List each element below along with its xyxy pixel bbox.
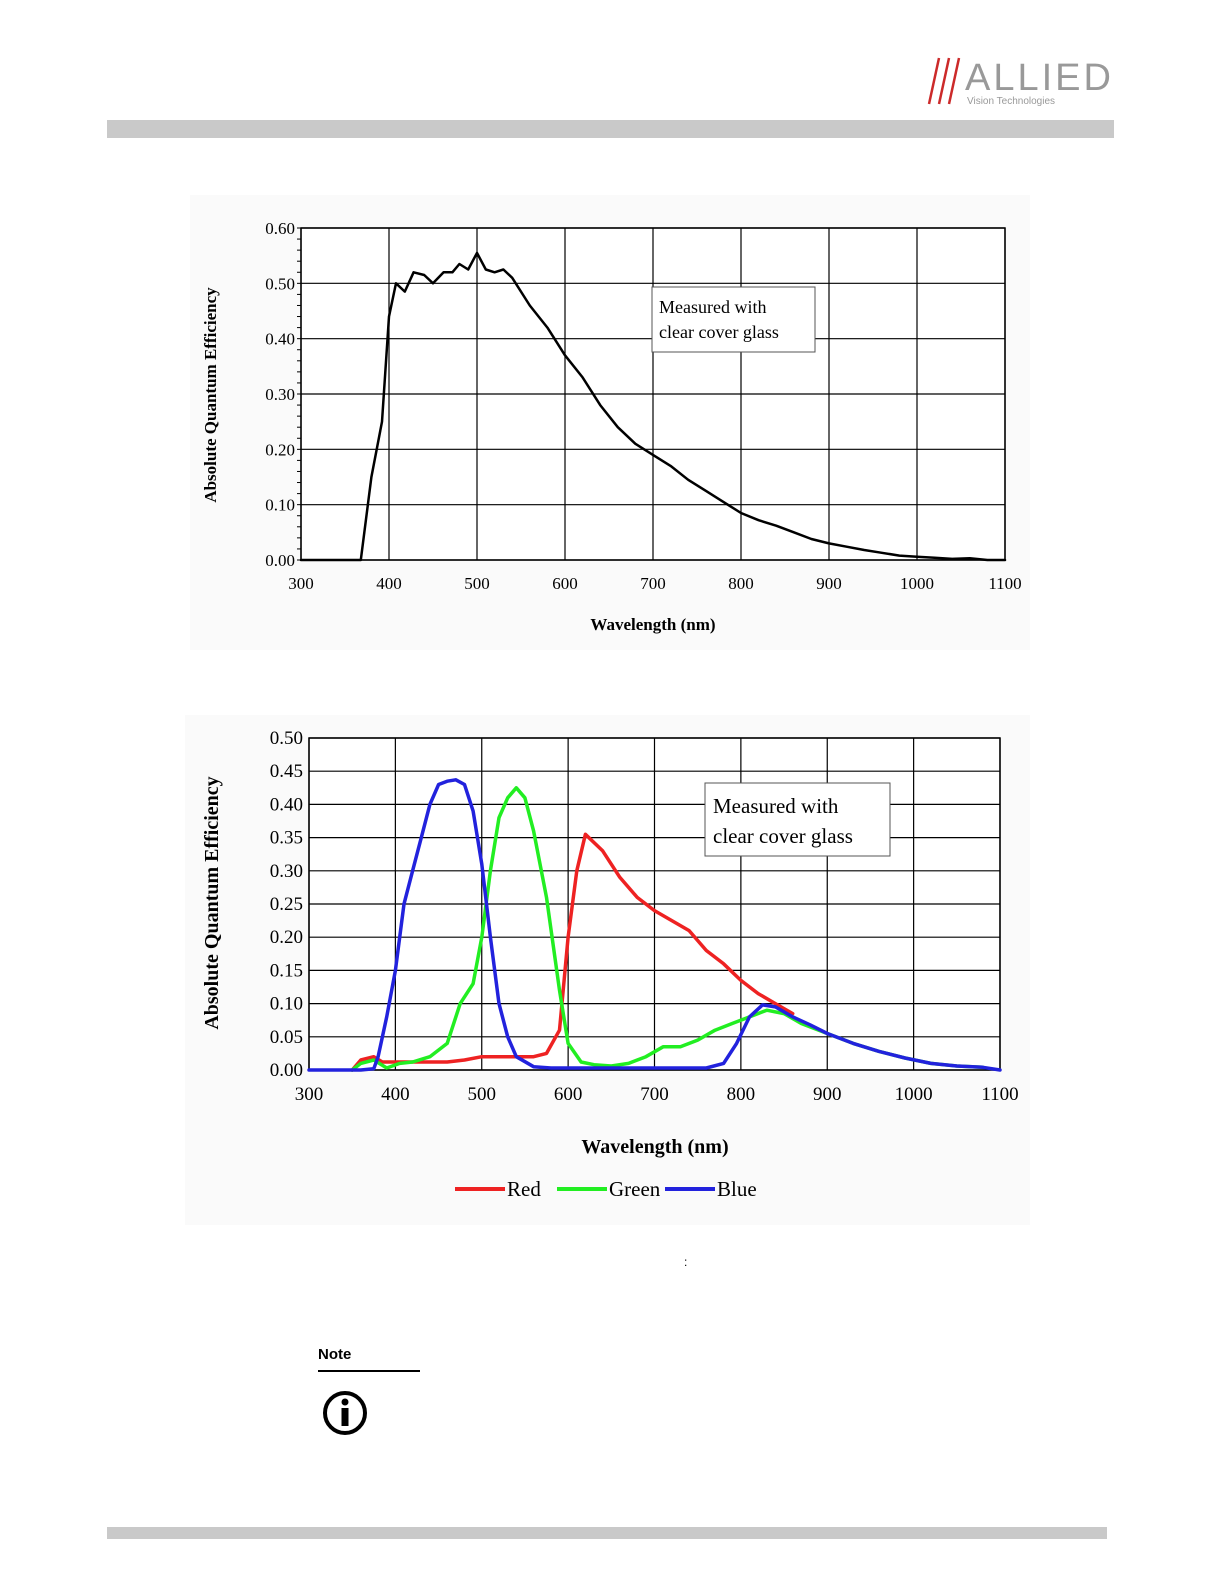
- y-tick-label: 0.50: [270, 728, 303, 749]
- x-tick-label: 900: [816, 574, 842, 593]
- quantum-efficiency-chart-color: 0.00 0.05 0.10 0.15 0.20 0.25 0.30 0.35 0.40 0.45…: [185, 715, 1030, 1225]
- header-rule: [107, 120, 1114, 138]
- x-tick-label: 700: [640, 1084, 669, 1105]
- allied-logo: ALLIED Vision Technologies: [927, 57, 1114, 107]
- y-tick-label: 0.60: [265, 219, 295, 238]
- annotation-line-1: Measured with: [713, 794, 839, 818]
- chart-series: [299, 251, 1007, 562]
- annotation-line-1: Measured with: [659, 297, 766, 317]
- info-icon: [323, 1391, 367, 1435]
- footer-rule: [107, 1527, 1107, 1539]
- chart-grid: [308, 737, 1001, 1071]
- legend-label-red: Red: [507, 1177, 541, 1201]
- legend-label-blue: Blue: [717, 1177, 757, 1201]
- y-tick-labels: 0.00 0.10 0.20 0.30 0.40 0.50 0.60: [265, 219, 295, 570]
- y-tick-label: 0.30: [270, 861, 303, 882]
- x-tick-label: 1100: [981, 1084, 1018, 1105]
- y-tick-label: 0.30: [265, 385, 295, 404]
- x-tick-label: 800: [728, 574, 754, 593]
- x-tick-label: 300: [295, 1084, 324, 1105]
- y-tick-label: 0.20: [265, 440, 295, 459]
- quantum-efficiency-chart-mono: 0.00 0.10 0.20 0.30 0.40 0.50 0.60 300 400 500 60…: [190, 195, 1030, 650]
- x-tick-label: 400: [376, 574, 402, 593]
- y-tick-label: 0.25: [270, 894, 303, 915]
- y-tick-label: 0.05: [270, 1027, 303, 1048]
- series-line-green: [350, 786, 985, 1072]
- y-tick-labels: 0.00 0.05 0.10 0.15 0.20 0.25 0.30 0.35 0.40 0.45…: [270, 728, 303, 1081]
- x-tick-label: 500: [464, 574, 490, 593]
- note-label: Note: [318, 1346, 352, 1363]
- y-tick-label: 0.10: [270, 994, 303, 1015]
- y-tick-label: 0.50: [265, 274, 295, 293]
- annotation-box: Measured with clear cover glass: [651, 286, 816, 353]
- legend-label-green: Green: [609, 1177, 661, 1201]
- x-tick-label: 700: [640, 574, 666, 593]
- series-line-blue: [307, 778, 1002, 1072]
- y-tick-label: 0.40: [270, 794, 303, 815]
- logo-brand: ALLIED: [965, 57, 1114, 99]
- annotation-box: Measured with clear cover glass: [704, 782, 891, 857]
- y-tick-label: 0.40: [265, 330, 295, 349]
- x-tick-label: 1000: [900, 574, 934, 593]
- x-tick-label: 1000: [895, 1084, 933, 1105]
- caption-fragment: :: [684, 1255, 688, 1269]
- x-tick-label: 300: [288, 574, 314, 593]
- y-tick-label: 0.15: [270, 960, 303, 981]
- x-tick-label: 400: [381, 1084, 410, 1105]
- y-axis-title: Absolute Quantum Efficiency: [201, 287, 220, 503]
- y-tick-label: 0.45: [270, 761, 303, 782]
- x-tick-label: 600: [552, 574, 578, 593]
- y-tick-label: 0.00: [270, 1060, 303, 1081]
- logo-slashes: [927, 57, 961, 105]
- chart-legend: Red Green Blue: [455, 1177, 757, 1201]
- y-minor-ticks: [297, 227, 301, 561]
- y-tick-label: 0.20: [270, 927, 303, 948]
- x-axis-title: Wavelength (nm): [590, 615, 715, 634]
- y-tick-label: 0.10: [265, 496, 295, 515]
- x-tick-label: 600: [554, 1084, 583, 1105]
- chart-series: [307, 778, 1002, 1072]
- x-tick-label: 800: [727, 1084, 756, 1105]
- annotation-line-2: clear cover glass: [713, 824, 853, 848]
- x-tick-labels: 300 400 500 600 700 800 900 1000 1100: [288, 574, 1021, 593]
- chart-grid: [300, 227, 1006, 561]
- x-axis-title: Wavelength (nm): [581, 1136, 728, 1158]
- series-line: [299, 251, 1007, 562]
- y-tick-label: 0.35: [270, 828, 303, 849]
- x-tick-label: 900: [813, 1084, 842, 1105]
- y-tick-label: 0.00: [265, 551, 295, 570]
- y-axis-title: Absolute Quantum Efficiency: [201, 776, 223, 1029]
- x-tick-labels: 300 400 500 600 700 800 900 1000 1100: [295, 1084, 1019, 1105]
- x-tick-label: 500: [468, 1084, 497, 1105]
- annotation-line-2: clear cover glass: [659, 322, 779, 342]
- x-tick-label: 1100: [988, 574, 1021, 593]
- logo-tagline: Vision Technologies: [967, 96, 1055, 107]
- note-rule: [318, 1370, 420, 1372]
